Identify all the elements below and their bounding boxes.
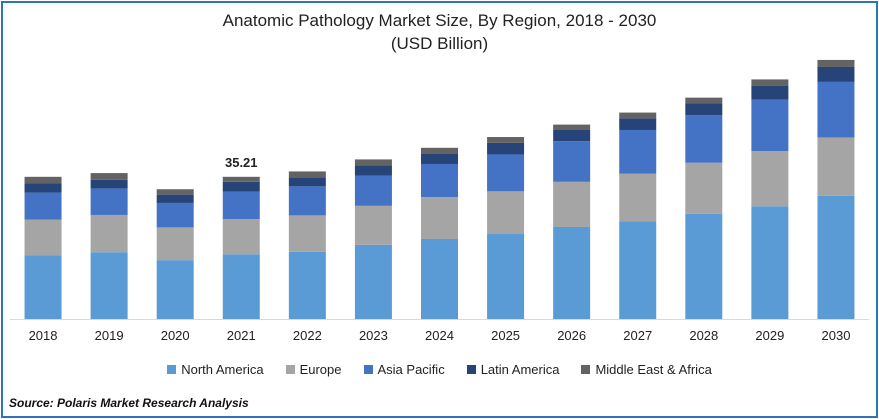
legend-swatch	[167, 365, 177, 374]
bar-segment-2028-europe	[685, 162, 723, 214]
legend-item: Latin America	[466, 362, 560, 377]
bar-segment-2023-middle-east-africa	[354, 159, 392, 166]
bar-segment-2023-europe	[354, 205, 392, 245]
bar-segment-2027-middle-east-africa	[619, 112, 657, 119]
bar-segment-2028-middle-east-africa	[685, 97, 723, 104]
x-tick-label: 2020	[161, 328, 190, 343]
x-tick-label: 2027	[623, 328, 652, 343]
bar-segment-2023-asia-pacific	[354, 175, 392, 206]
bar-segment-2019-north-america	[90, 252, 128, 319]
bar-segment-2026-latin-america	[553, 129, 591, 142]
x-tick-label: 2023	[359, 328, 388, 343]
x-tick-label: 2021	[227, 328, 256, 343]
bar-segment-2029-europe	[751, 151, 789, 207]
bar-segment-2030-middle-east-africa	[817, 59, 855, 67]
bar-segment-2025-asia-pacific	[487, 154, 525, 192]
bar-segment-2030-latin-america	[817, 66, 855, 82]
bar-segment-2022-north-america	[288, 251, 326, 319]
x-tick-label: 2019	[95, 328, 124, 343]
bar-segment-2020-north-america	[156, 260, 194, 319]
legend-item: Middle East & Africa	[581, 362, 712, 377]
bar-segment-2022-asia-pacific	[288, 186, 326, 216]
x-tick-label: 2018	[29, 328, 58, 343]
x-tick-label: 2022	[293, 328, 322, 343]
bar-segment-2025-middle-east-africa	[487, 137, 525, 143]
legend-label: Europe	[299, 362, 342, 377]
bar-segment-2020-latin-america	[156, 194, 194, 203]
bar-segment-2028-asia-pacific	[685, 115, 723, 163]
bar-segment-2019-asia-pacific	[90, 188, 128, 215]
bar-segment-2019-middle-east-africa	[90, 173, 128, 180]
chart-subtitle: (USD Billion)	[390, 34, 489, 53]
bar-segment-2027-north-america	[619, 221, 657, 319]
chart-title: Anatomic Pathology Market Size, By Regio…	[222, 11, 657, 30]
bar-segment-2026-europe	[553, 181, 591, 227]
chart-legend: North America Europe Asia Pacific Latin Ame…	[0, 362, 879, 377]
x-tick-label: 2026	[557, 328, 586, 343]
x-tick-label: 2024	[425, 328, 454, 343]
bar-segment-2022-middle-east-africa	[288, 171, 326, 178]
legend-item: North America	[167, 362, 264, 377]
bar-segment-2024-asia-pacific	[421, 163, 458, 198]
bar-segment-2018-latin-america	[24, 183, 62, 193]
legend-swatch	[466, 365, 476, 374]
bar-segment-2024-middle-east-africa	[421, 147, 458, 154]
bar-segment-2026-middle-east-africa	[553, 124, 591, 130]
bar-segment-2022-europe	[288, 215, 326, 252]
x-tick-label: 2029	[755, 328, 784, 343]
stacked-bar-chart: 2018 2019 2020 2021 35.21 2022 2023 2024 2025 202…	[10, 59, 869, 343]
bar-segment-2019-latin-america	[90, 179, 128, 189]
legend-item: Asia Pacific	[363, 362, 445, 377]
x-tick-label: 2028	[689, 328, 718, 343]
bar-segment-2018-europe	[24, 219, 62, 256]
bar-segment-2030-europe	[817, 137, 855, 196]
bar-segment-2026-asia-pacific	[553, 141, 591, 182]
bar-segment-2025-north-america	[487, 234, 525, 319]
bar-segment-2027-europe	[619, 173, 657, 222]
bar-segment-2021-europe	[222, 219, 260, 255]
bar-segment-2030-asia-pacific	[817, 81, 855, 138]
legend-label: Latin America	[480, 362, 560, 377]
bar-segment-2021-middle-east-africa	[222, 176, 260, 182]
bar-segment-2029-latin-america	[751, 85, 789, 100]
bar-segment-2018-middle-east-africa	[24, 176, 62, 184]
bar-segment-2027-latin-america	[619, 118, 657, 130]
bar-segment-2030-north-america	[817, 195, 855, 319]
legend-item: Europe	[285, 362, 342, 377]
bar-segment-2023-north-america	[354, 244, 392, 319]
bar-segment-2020-asia-pacific	[156, 202, 194, 228]
bar-segment-2024-latin-america	[421, 153, 458, 164]
bar-segment-2028-north-america	[685, 213, 723, 319]
bar-segment-2022-latin-america	[288, 177, 326, 187]
legend-swatch	[363, 365, 373, 374]
bar-segment-2018-asia-pacific	[24, 192, 62, 220]
bar-segment-2023-latin-america	[354, 165, 392, 176]
bar-segment-2029-asia-pacific	[751, 99, 789, 152]
bar-segment-2027-asia-pacific	[619, 129, 657, 174]
bar-segment-2024-europe	[421, 197, 458, 239]
bar-segment-2025-europe	[487, 191, 525, 235]
legend-label: Asia Pacific	[377, 362, 445, 377]
legend-swatch	[285, 365, 295, 374]
bar-segment-2029-north-america	[751, 206, 789, 319]
legend-swatch	[581, 365, 591, 374]
bar-segment-2026-north-america	[553, 226, 591, 319]
bar-segment-2025-latin-america	[487, 142, 525, 155]
legend-label: Middle East & Africa	[595, 362, 712, 377]
bar-segment-2020-europe	[156, 227, 194, 261]
bar-segment-2020-middle-east-africa	[156, 189, 194, 195]
source-note: Source: Polaris Market Research Analysis	[9, 396, 249, 410]
legend-label: North America	[181, 362, 264, 377]
x-tick-label: 2030	[822, 328, 851, 343]
bar-segment-2029-middle-east-africa	[751, 79, 789, 86]
bar-segment-2021-asia-pacific	[222, 191, 260, 220]
data-label: 35.21	[225, 155, 258, 170]
bar-segment-2018-north-america	[24, 255, 62, 319]
bar-segment-2021-north-america	[222, 254, 260, 319]
bar-segment-2024-north-america	[421, 238, 458, 319]
x-tick-label: 2025	[491, 328, 520, 343]
bar-segment-2019-europe	[90, 214, 128, 253]
bar-segment-2021-latin-america	[222, 181, 260, 192]
bar-segment-2028-latin-america	[685, 103, 723, 116]
